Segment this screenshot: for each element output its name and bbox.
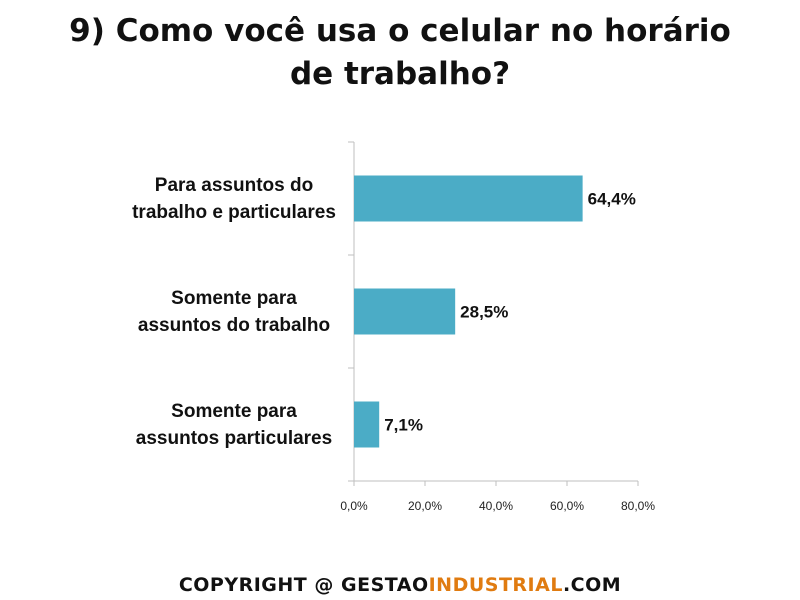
chart-title-line-1: 9) Como você usa o celular no horário — [69, 13, 731, 49]
category-label: Somente para assuntos particulares — [136, 401, 332, 449]
category-label-line: assuntos particulares — [136, 428, 332, 449]
category-label-line: Somente para — [171, 288, 297, 309]
x-axis-tick-label: 80,0% — [621, 499, 655, 513]
x-axis-tick-label: 0,0% — [340, 499, 368, 513]
category-label: Para assuntos do trabalho e particulares — [132, 175, 336, 223]
x-axis-tick-label: 20,0% — [408, 499, 442, 513]
x-axis-tick-label: 60,0% — [550, 499, 584, 513]
category-label-line: assuntos do trabalho — [138, 315, 330, 336]
brand-text-industrial: INDUSTRIAL — [428, 574, 563, 596]
category-label-line: Para assuntos do — [155, 175, 313, 196]
bar — [354, 175, 583, 222]
x-axis-tick-label: 40,0% — [479, 499, 513, 513]
chart-title: 9) Como você usa o celular no horário de… — [0, 10, 800, 96]
data-label: 28,5% — [460, 303, 508, 322]
y-axis — [348, 141, 355, 482]
bar — [354, 401, 380, 448]
bar — [354, 288, 456, 335]
brand-text-com: .COM — [562, 574, 622, 596]
brand-text-gestao: GESTAO — [341, 574, 429, 596]
x-axis: 0,0% 20,0% 40,0% 60,0% 80,0% — [340, 480, 655, 513]
category-label: Somente para assuntos do trabalho — [138, 288, 330, 336]
data-label: 7,1% — [384, 416, 423, 435]
data-label: 64,4% — [588, 190, 636, 209]
chart-title-line-2: de trabalho? — [289, 56, 511, 92]
category-label-line: trabalho e particulares — [132, 202, 336, 223]
copyright-footer: COPYRIGHT @ GESTAOINDUSTRIAL.COM — [0, 574, 800, 596]
copyright-text: COPYRIGHT @ — [178, 574, 341, 596]
category-label-line: Somente para — [171, 401, 297, 422]
